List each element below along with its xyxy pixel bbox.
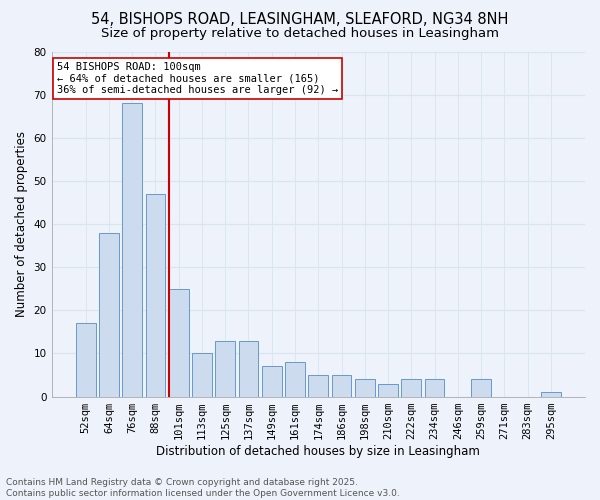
Text: 54, BISHOPS ROAD, LEASINGHAM, SLEAFORD, NG34 8NH: 54, BISHOPS ROAD, LEASINGHAM, SLEAFORD, … <box>91 12 509 28</box>
Bar <box>285 362 305 396</box>
Bar <box>262 366 281 396</box>
Bar <box>122 104 142 397</box>
Bar <box>332 375 352 396</box>
Bar <box>378 384 398 396</box>
Bar <box>192 354 212 397</box>
Y-axis label: Number of detached properties: Number of detached properties <box>15 131 28 317</box>
Text: 54 BISHOPS ROAD: 100sqm
← 64% of detached houses are smaller (165)
36% of semi-d: 54 BISHOPS ROAD: 100sqm ← 64% of detache… <box>57 62 338 95</box>
Bar <box>541 392 561 396</box>
Bar <box>215 340 235 396</box>
Bar <box>239 340 259 396</box>
Bar <box>76 324 95 396</box>
Bar <box>425 380 445 396</box>
Text: Size of property relative to detached houses in Leasingham: Size of property relative to detached ho… <box>101 28 499 40</box>
X-axis label: Distribution of detached houses by size in Leasingham: Distribution of detached houses by size … <box>157 444 480 458</box>
Bar <box>471 380 491 396</box>
Bar <box>401 380 421 396</box>
Bar <box>169 288 188 397</box>
Bar <box>355 380 374 396</box>
Bar <box>308 375 328 396</box>
Bar <box>146 194 166 396</box>
Bar <box>99 232 119 396</box>
Text: Contains HM Land Registry data © Crown copyright and database right 2025.
Contai: Contains HM Land Registry data © Crown c… <box>6 478 400 498</box>
